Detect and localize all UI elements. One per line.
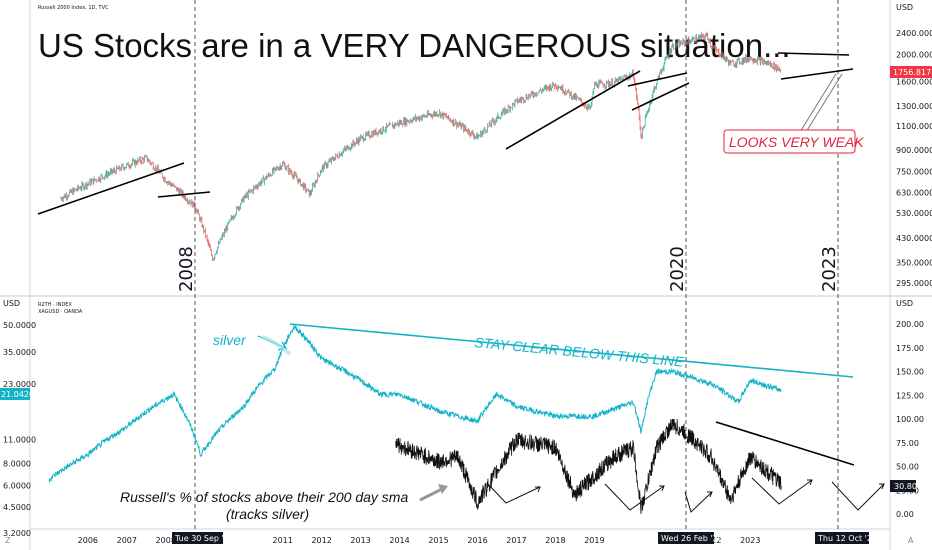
- breadth-label-line-2: (tracks silver): [226, 506, 309, 522]
- year-marker-2023: 2023: [819, 246, 840, 292]
- top-y-tick-label: 1100.0000: [896, 122, 932, 131]
- x-tick-label: 2017: [506, 536, 526, 545]
- callout-leader-2: [805, 73, 843, 133]
- price-badge: 1756.8171: [893, 68, 932, 77]
- looks-weak-box: [723, 129, 856, 154]
- left-y-tick-label: 8.0000: [3, 460, 31, 469]
- russell-2000-series: [60, 31, 781, 262]
- trendline-2019-lower: [631, 82, 690, 111]
- breadth-arrow-head: [438, 484, 448, 494]
- right-y-tick-label: 200.00: [896, 320, 924, 329]
- resistance-line: [289, 323, 854, 378]
- x-tick-label: 2016: [467, 536, 487, 545]
- x-tick-label: 2006: [78, 536, 98, 545]
- right-y-tick-label: 50.00: [896, 463, 919, 472]
- x-tick-label: 2008: [156, 536, 176, 545]
- x-tick-label: 2011: [272, 536, 292, 545]
- left-y-tick-label: 6.0000: [3, 481, 31, 490]
- v-arrow-2020: [684, 491, 713, 513]
- looks-weak-label: LOOKS VERY WEAK: [729, 134, 864, 150]
- top-y-tick-label: 630.0000: [896, 189, 932, 198]
- x-tick-label: 2019: [584, 536, 604, 545]
- price-badge-bg: [890, 66, 932, 78]
- silver-line: [48, 325, 782, 484]
- left-badge-bg: [0, 388, 30, 400]
- bottom-source-1: R2TH · INDEX: [38, 302, 72, 308]
- crosshair-badge-2023: Thu 12 Oct '23: [817, 534, 877, 543]
- trendline-2006-2007: [37, 162, 185, 215]
- right-y-tick-label: 75.00: [896, 439, 919, 448]
- top-y-tick-label: 530.0000: [896, 209, 932, 218]
- crosshair-badge-2023-bg: [815, 532, 869, 544]
- x-tick-label: 2018: [545, 536, 565, 545]
- left-y-tick-label: 4.5000: [3, 503, 31, 512]
- trendline-2019-upper: [627, 72, 688, 87]
- x-tick-label: 2014: [389, 536, 409, 545]
- left-badge: 21.04200: [1, 390, 39, 399]
- top-y-tick-label: 430.0000: [896, 234, 932, 243]
- top-y-tick-label: 900.0000: [896, 146, 932, 155]
- right-y-tick-label: 125.00: [896, 391, 924, 400]
- silver-arrow-shadow: [261, 335, 292, 356]
- top-y-tick-label: 750.0000: [896, 168, 932, 177]
- year-marker-2008: 2008: [176, 246, 197, 292]
- top-y-tick-label: 295.0000: [896, 279, 932, 288]
- left-y-tick-label: 11.0000: [3, 436, 36, 445]
- x-tick-label: 2023: [740, 536, 760, 545]
- left-y-tick-label: 50.0000: [3, 321, 36, 330]
- x-tick-label: 2015: [428, 536, 448, 545]
- z-zoom-icon[interactable]: Z: [5, 536, 11, 545]
- crosshair-badge-2008: Tue 30 Sep '08: [174, 534, 234, 543]
- right-y-tick-label: 175.00: [896, 344, 924, 353]
- v-arrow-2023: [831, 481, 885, 511]
- v-arrow-2022: [751, 477, 813, 505]
- breadth-trendline: [715, 421, 855, 466]
- bottom-source-2: XAGUSD · OANDA: [38, 309, 83, 315]
- x-tick-label: 2013: [350, 536, 370, 545]
- crosshair-badge-2020-bg: [658, 532, 714, 544]
- silver-series: [48, 325, 782, 484]
- v-pattern-arrows: [486, 477, 885, 513]
- top-y-tick-label: 1600.0000: [896, 77, 932, 86]
- top-y-tick-label: 2400.0000: [896, 29, 932, 38]
- top-y-tick-label: 2000.0000: [896, 51, 932, 60]
- trendline-2022-lower: [780, 68, 854, 80]
- right-y-tick-label: 0.00: [896, 510, 914, 519]
- x-tick-label: 2007: [117, 536, 137, 545]
- breadth-label-line-1: Russell's % of stocks above their 200 da…: [120, 489, 408, 505]
- silver-label: silver: [213, 332, 247, 348]
- left-y-tick-label: 3.2000: [3, 529, 31, 538]
- breadth-series: [395, 418, 782, 515]
- top-source-label: Russell 2000 Index, 1D, TVC: [38, 5, 109, 11]
- year-marker-2020: 2020: [667, 246, 688, 292]
- right-badge: 30.80: [894, 482, 917, 491]
- bottom-right-currency: USD: [896, 299, 913, 308]
- right-badge-bg: [890, 480, 916, 492]
- silver-price-axis: 50.0000 35.0000 23.0000 11.0000 8.0000 6.0000…: [3, 321, 36, 538]
- crosshair-badge-2008-bg: [172, 532, 223, 544]
- left-y-tick-label: 35.0000: [3, 348, 36, 357]
- v-arrow-2016: [486, 482, 541, 504]
- top-y-tick-label: 350.0000: [896, 259, 932, 268]
- bottom-left-currency: USD: [3, 299, 20, 308]
- callout-leader-1: [799, 73, 837, 133]
- right-y-tick-label: 150.00: [896, 368, 924, 377]
- breadth-arrow: [419, 486, 445, 502]
- crosshair-badge-2020: Wed 26 Feb '20: [661, 534, 723, 543]
- x-tick-label: 2012: [311, 536, 331, 545]
- top-y-tick-label: 1300.0000: [896, 102, 932, 111]
- trendline-2022-upper: [777, 52, 850, 56]
- breadth-line: [395, 418, 782, 515]
- trendline-2008-top: [157, 191, 211, 198]
- trendline-2016-2018: [505, 70, 641, 150]
- right-y-tick-label: 100.00: [896, 415, 924, 424]
- top-price-axis: 2400.0000 2000.0000 1600.0000 1300.0000 1100…: [896, 29, 932, 288]
- auto-scale-icon[interactable]: A: [908, 536, 914, 545]
- left-y-tick-label: 23.0000: [3, 380, 36, 389]
- top-currency-label: USD: [896, 3, 913, 12]
- v-arrow-2019: [604, 483, 665, 511]
